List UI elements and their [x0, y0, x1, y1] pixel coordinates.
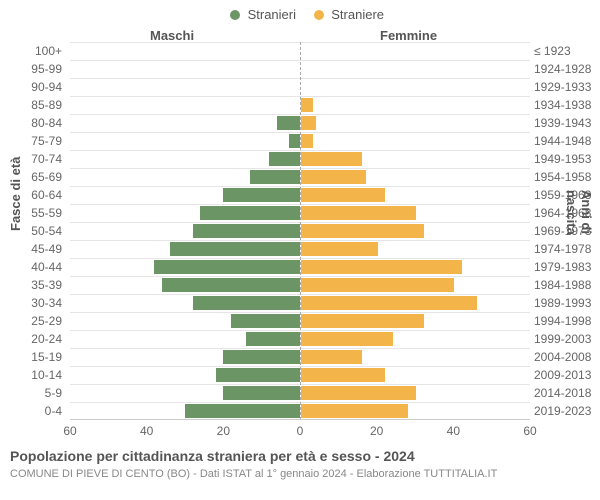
- y-tick-birth: ≤ 1923: [534, 45, 598, 57]
- y-tick-age: 30-34: [2, 297, 62, 309]
- bar-female: [301, 224, 424, 238]
- plot-area: [70, 42, 530, 420]
- y-tick-age: 100+: [2, 45, 62, 57]
- bar-female: [301, 170, 366, 184]
- legend-label-female: Straniere: [331, 7, 384, 22]
- bar-male: [223, 350, 300, 364]
- y-tick-age: 40-44: [2, 261, 62, 273]
- bar-female: [301, 188, 385, 202]
- bar-female: [301, 386, 416, 400]
- x-tick: 20: [217, 424, 230, 438]
- bar-female: [301, 260, 462, 274]
- y-tick-birth: 1924-1928: [534, 63, 598, 75]
- y-tick-birth: 1949-1953: [534, 153, 598, 165]
- bar-male: [185, 404, 300, 418]
- x-axis-ticks: 6040200204060: [70, 424, 530, 438]
- y-tick-birth: 1994-1998: [534, 315, 598, 327]
- bar-female: [301, 206, 416, 220]
- x-tick: 60: [523, 424, 536, 438]
- y-tick-age: 10-14: [2, 369, 62, 381]
- y-tick-age: 20-24: [2, 333, 62, 345]
- bar-male: [193, 224, 300, 238]
- x-tick: 40: [447, 424, 460, 438]
- x-tick: 60: [63, 424, 76, 438]
- bar-male: [289, 134, 301, 148]
- y-tick-birth: 1989-1993: [534, 297, 598, 309]
- y-tick-age: 80-84: [2, 117, 62, 129]
- bar-male: [216, 368, 300, 382]
- bar-male: [250, 170, 300, 184]
- bar-male: [200, 206, 300, 220]
- bar-male: [193, 296, 300, 310]
- y-tick-birth: 1934-1938: [534, 99, 598, 111]
- y-axis-title-right: Anni di nascita: [564, 190, 594, 235]
- bar-male: [269, 152, 300, 166]
- y-tick-birth: 2014-2018: [534, 387, 598, 399]
- y-tick-birth: 1929-1933: [534, 81, 598, 93]
- pyramid-chart: Stranieri Straniere Maschi Femmine 100+ 9…: [0, 0, 600, 500]
- bar-male: [223, 386, 300, 400]
- chart-subtitle: COMUNE DI PIEVE DI CENTO (BO) - Dati IST…: [10, 468, 497, 480]
- bar-male: [162, 278, 300, 292]
- center-axis: [300, 42, 301, 420]
- x-axis-line: [70, 419, 530, 420]
- bar-female: [301, 404, 408, 418]
- legend-swatch-male: [230, 10, 240, 20]
- bar-female: [301, 296, 477, 310]
- bar-female: [301, 116, 316, 130]
- bar-male: [277, 116, 300, 130]
- bar-female: [301, 350, 362, 364]
- bar-male: [231, 314, 300, 328]
- y-tick-birth: 2009-2013: [534, 369, 598, 381]
- bar-female: [301, 98, 313, 112]
- y-tick-age: 35-39: [2, 279, 62, 291]
- y-tick-birth: 1999-2003: [534, 333, 598, 345]
- chart-title: Popolazione per cittadinanza straniera p…: [10, 448, 415, 464]
- x-tick: 0: [297, 424, 304, 438]
- y-tick-age: 75-79: [2, 135, 62, 147]
- y-tick-birth: 1944-1948: [534, 135, 598, 147]
- bar-male: [223, 188, 300, 202]
- y-tick-age: 15-19: [2, 351, 62, 363]
- y-tick-birth: 1939-1943: [534, 117, 598, 129]
- legend-swatch-female: [314, 10, 324, 20]
- bar-female: [301, 134, 313, 148]
- column-header-female: Femmine: [380, 28, 437, 43]
- y-tick-age: 90-94: [2, 81, 62, 93]
- bar-female: [301, 332, 393, 346]
- y-tick-age: 95-99: [2, 63, 62, 75]
- y-tick-birth: 1954-1958: [534, 171, 598, 183]
- legend: Stranieri Straniere: [0, 6, 600, 22]
- bar-female: [301, 314, 424, 328]
- y-tick-birth: 2004-2008: [534, 351, 598, 363]
- column-header-male: Maschi: [150, 28, 194, 43]
- y-tick-age: 25-29: [2, 315, 62, 327]
- x-tick: 20: [370, 424, 383, 438]
- y-tick-birth: 1979-1983: [534, 261, 598, 273]
- y-tick-age: 45-49: [2, 243, 62, 255]
- bar-male: [154, 260, 300, 274]
- y-axis-title-left: Fasce di età: [8, 157, 23, 231]
- legend-label-male: Stranieri: [248, 7, 296, 22]
- bar-male: [170, 242, 300, 256]
- y-tick-age: 85-89: [2, 99, 62, 111]
- bar-female: [301, 368, 385, 382]
- bar-male: [246, 332, 300, 346]
- y-tick-birth: 1984-1988: [534, 279, 598, 291]
- y-tick-age: 5-9: [2, 387, 62, 399]
- bar-female: [301, 278, 454, 292]
- x-tick: 40: [140, 424, 153, 438]
- y-tick-birth: 1974-1978: [534, 243, 598, 255]
- bar-female: [301, 242, 378, 256]
- bar-female: [301, 152, 362, 166]
- y-tick-birth: 2019-2023: [534, 405, 598, 417]
- y-tick-age: 0-4: [2, 405, 62, 417]
- y-axis-left-ticks: 100+95-9990-9485-8980-8475-7970-7465-696…: [0, 42, 66, 420]
